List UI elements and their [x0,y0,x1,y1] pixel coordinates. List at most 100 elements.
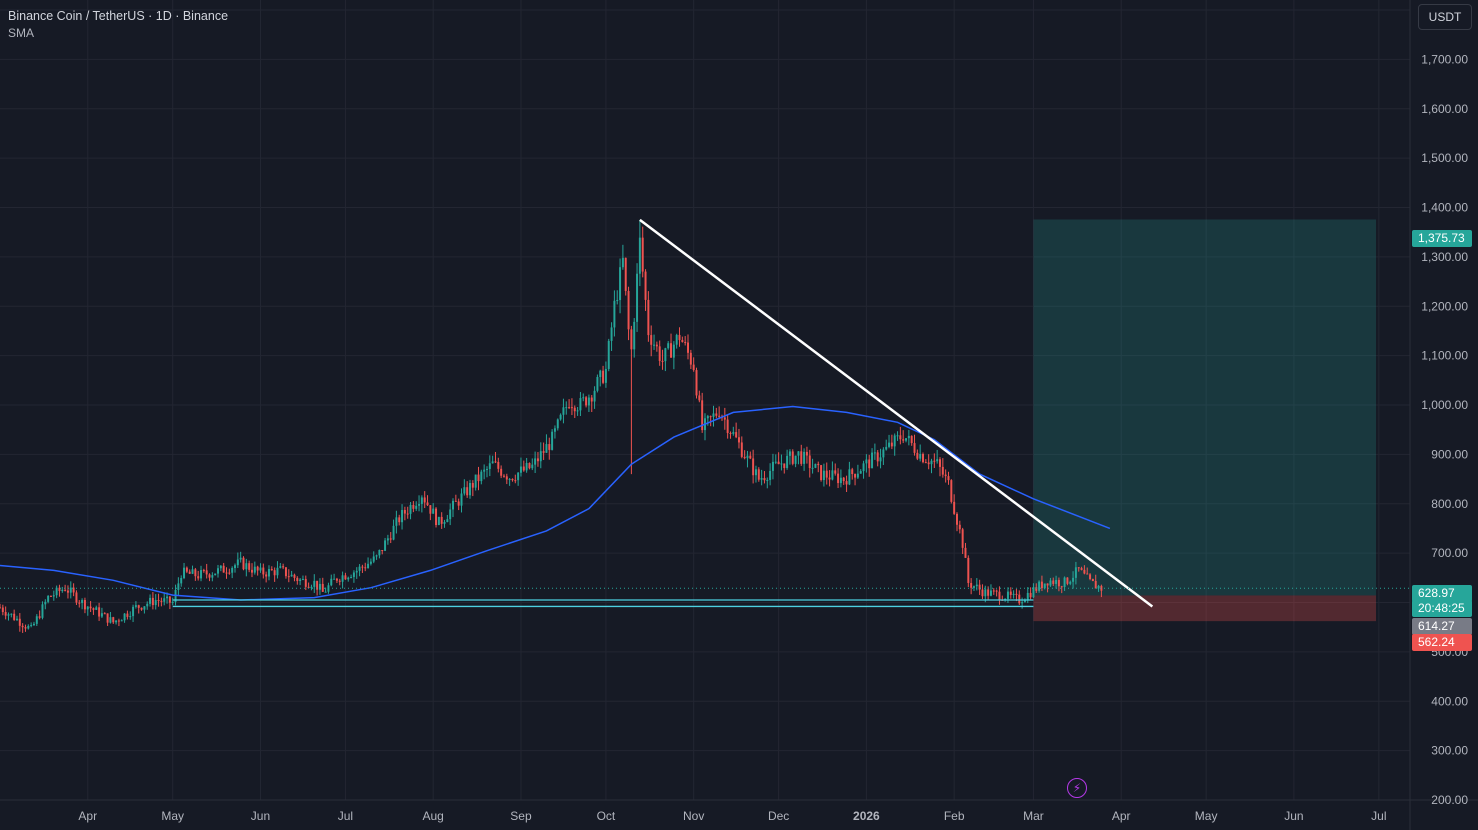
candle-body [307,586,310,588]
candle-body [839,477,842,484]
candle-body [310,586,313,588]
candle-body [800,451,803,464]
countdown-tag: 20:48:25 [1412,600,1472,617]
candle-body [613,300,616,328]
candle-body [709,416,712,418]
candle-body [466,487,469,496]
candle-body [491,461,494,464]
candle-body [995,590,998,592]
candle-body [123,613,126,621]
candle-body [137,605,140,608]
price-axis-label: 400.00 [1431,694,1468,708]
candle-body [712,413,715,417]
candle-body [163,598,166,602]
candle-body [262,567,265,575]
candle-body [590,397,593,402]
candle-body [831,470,834,480]
candle-body [655,344,658,347]
candle-body [678,334,681,341]
candle-body [381,549,384,551]
candle-body [109,617,112,623]
candle-body [684,342,687,344]
candle-body [154,600,157,606]
candle-body [146,603,149,607]
candle-body [49,595,52,597]
candle-body [752,458,755,476]
candle-body [868,459,871,469]
candle-body [1049,580,1052,586]
candle-body [811,467,814,469]
time-axis-label: 2026 [853,809,880,823]
candle-body [132,606,135,617]
candle-body [168,596,171,603]
candle-body [559,414,562,420]
candle-body [330,578,333,586]
candle-body [508,478,511,480]
candle-body [757,469,760,480]
candle-body [58,587,61,592]
candle-body [248,563,251,570]
candle-body [398,517,401,523]
candle-body [1015,593,1018,595]
candle-body [78,602,81,604]
candle-body [372,556,375,562]
currency-button[interactable]: USDT [1418,4,1472,30]
candle-body [115,620,118,623]
candle-body [961,529,964,548]
candle-body [347,577,350,580]
candle-body [754,469,757,476]
time-axis-label: Nov [683,809,704,823]
candle-body [304,578,307,587]
candle-body [681,340,684,343]
candle-body [423,497,426,503]
candle-body [604,368,607,383]
candle-body [18,618,21,626]
candle-body [219,565,222,569]
candle-body [415,505,418,509]
symbol-title[interactable]: Binance Coin / TetherUS · 1D · Binance [8,9,229,23]
candle-body [1052,580,1055,584]
candle-body [208,574,211,578]
candle-body [364,567,367,569]
candle-body [848,469,851,485]
price-axis-label: 200.00 [1431,793,1468,807]
candle-body [284,567,287,577]
candle-body [636,273,639,322]
candle-body [873,452,876,454]
candle-body [607,340,610,369]
candle-body [474,474,477,488]
candle-body [1083,569,1086,574]
candle-body [562,407,565,415]
candle-body [409,504,412,514]
candle-body [579,398,582,411]
candle-body [896,435,899,437]
candle-body [658,346,661,361]
candle-body [318,583,321,590]
candle-body [231,567,234,573]
candle-body [1055,579,1058,584]
candle-body [760,478,763,480]
candle-body [392,525,395,540]
lightning-icon[interactable]: ⚡ [1067,778,1087,798]
candle-body [1046,583,1049,586]
candle-body [355,570,358,573]
candle-body [1057,579,1060,587]
candle-body [851,469,854,475]
candle-body [250,569,253,573]
sma-indicator-label[interactable]: SMA [8,26,35,40]
candle-body [222,565,225,573]
candle-body [706,416,709,419]
candle-body [457,501,460,506]
candle-body [967,557,970,583]
candle-body [885,446,888,450]
candle-body [502,475,505,477]
candle-body [675,334,678,345]
candle-body [55,587,58,596]
candle-body [718,415,721,417]
candle-body [1026,592,1029,601]
candle-body [989,590,992,596]
candle-body [1086,573,1089,575]
candle-body [695,370,698,396]
